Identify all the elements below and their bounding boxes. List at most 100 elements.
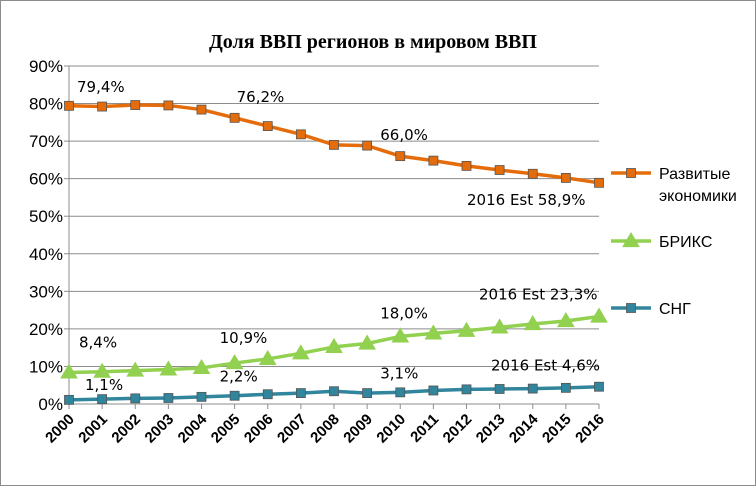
series-2-point-7 xyxy=(295,388,306,399)
x-tick-label: 2010 xyxy=(373,411,409,447)
series-2-point-3 xyxy=(163,393,174,403)
chart-title: Доля ВВП регионов в мировом ВВП xyxy=(209,31,537,53)
series-2-point-0 xyxy=(64,394,74,405)
series-0-point-15 xyxy=(560,173,571,183)
data-label: 10,9% xyxy=(220,329,268,347)
series-0-point-5 xyxy=(229,112,240,123)
gridlines xyxy=(64,65,599,405)
y-tick-label: 50% xyxy=(29,207,63,226)
series-0-point-11 xyxy=(428,155,439,166)
series-0-point-7 xyxy=(295,129,306,140)
y-tick-label: 10% xyxy=(29,357,63,376)
series-1-point-16 xyxy=(590,307,608,323)
x-tick-label: 2006 xyxy=(241,411,277,447)
data-label: 2016 Est 58,9% xyxy=(467,191,586,209)
x-tick-label: 2009 xyxy=(340,411,376,447)
y-tick-label: 90% xyxy=(29,57,63,76)
legend-label-1: БРИКС xyxy=(659,234,712,251)
series-2-point-12 xyxy=(461,384,472,395)
data-label: 66,0% xyxy=(380,126,428,144)
series-0-point-12 xyxy=(461,160,472,171)
series-0-point-13 xyxy=(494,165,505,175)
series-2-point-1 xyxy=(97,394,108,405)
series-2-point-10 xyxy=(395,387,406,398)
legend-marker-2 xyxy=(626,303,636,313)
data-label: 2,2% xyxy=(220,368,258,386)
series-2-point-13 xyxy=(494,384,505,394)
series-2-point-6 xyxy=(262,389,273,400)
x-axis-ticks: 2000200120022003200420052006200720082009… xyxy=(42,404,608,446)
y-tick-label: 40% xyxy=(29,245,63,264)
data-labels: 79,4% 76,2% 66,0% 2016 Est 58,9% 8,4% 10,9% 18… xyxy=(77,78,600,394)
data-label: 76,2% xyxy=(237,88,285,106)
legend-marker-1 xyxy=(622,232,640,248)
series-1-point-9 xyxy=(358,334,376,350)
series-0-point-14 xyxy=(527,168,538,179)
series-0-point-2 xyxy=(130,100,141,110)
series-1-point-7 xyxy=(292,344,310,360)
x-tick-label: 2004 xyxy=(175,410,211,446)
series-1-point-2 xyxy=(126,361,145,377)
x-tick-label: 2012 xyxy=(440,411,476,447)
series-0-point-10 xyxy=(395,151,406,162)
y-tick-label: 70% xyxy=(29,132,63,151)
series-2-point-5 xyxy=(229,390,240,401)
series-0 xyxy=(64,100,604,188)
x-tick-label: 2005 xyxy=(208,411,244,447)
x-tick-label: 2016 xyxy=(572,411,608,447)
series-2-point-11 xyxy=(428,385,439,396)
series-0-point-3 xyxy=(163,100,174,111)
data-label: 18,0% xyxy=(380,304,428,322)
series-0-point-6 xyxy=(262,121,273,131)
series-2-point-4 xyxy=(196,391,207,402)
x-tick-label: 2008 xyxy=(307,411,343,447)
series-0-point-4 xyxy=(196,104,207,115)
series-1-point-10 xyxy=(391,327,410,343)
series-2-point-8 xyxy=(329,386,339,397)
legend-label-0: экономики xyxy=(659,188,737,205)
y-tick-label: 80% xyxy=(29,95,63,114)
series-1-point-5 xyxy=(225,354,244,370)
series-1-point-15 xyxy=(557,312,575,328)
series-group xyxy=(60,100,608,405)
x-tick-label: 2007 xyxy=(274,411,310,447)
y-tick-label: 60% xyxy=(29,170,63,189)
x-tick-label: 2001 xyxy=(75,411,111,447)
series-0-point-8 xyxy=(329,139,339,150)
series-2-point-16 xyxy=(594,381,604,392)
series-1-point-3 xyxy=(159,360,178,376)
series-1-point-6 xyxy=(258,349,277,366)
series-1-point-14 xyxy=(523,315,542,331)
series-2-point-15 xyxy=(560,382,571,393)
series-1-point-4 xyxy=(192,358,211,375)
data-label: 3,1% xyxy=(380,364,418,382)
series-1-point-1 xyxy=(93,362,111,378)
series-1-point-12 xyxy=(457,321,476,337)
x-tick-label: 2011 xyxy=(407,411,442,446)
legend: Развитые экономики БРИКС СНГ xyxy=(611,166,737,318)
series-1-point-8 xyxy=(325,337,343,354)
y-tick-label: 20% xyxy=(29,320,63,339)
x-tick-label: 2002 xyxy=(108,411,144,447)
x-tick-label: 2000 xyxy=(42,411,78,447)
x-tick-label: 2003 xyxy=(142,411,178,447)
series-1-point-11 xyxy=(424,324,443,340)
series-2-point-2 xyxy=(130,393,141,404)
series-2-point-14 xyxy=(527,383,538,394)
series-2-point-9 xyxy=(362,388,373,399)
series-0-point-0 xyxy=(64,100,74,111)
series-0-point-16 xyxy=(594,177,604,188)
data-label: 2016 Est 23,3% xyxy=(479,285,598,303)
y-tick-label: 30% xyxy=(29,282,63,301)
axes xyxy=(68,66,599,405)
legend-label-0: Развитые xyxy=(659,166,730,183)
y-tick-label: 0% xyxy=(38,395,63,414)
data-label: 2016 Est 4,6% xyxy=(491,357,600,375)
x-tick-label: 2013 xyxy=(473,411,509,447)
series-2 xyxy=(64,381,604,405)
x-tick-label: 2014 xyxy=(506,410,542,446)
legend-marker-0 xyxy=(626,168,636,178)
series-0-point-1 xyxy=(97,101,108,112)
legend-label-2: СНГ xyxy=(659,301,691,318)
